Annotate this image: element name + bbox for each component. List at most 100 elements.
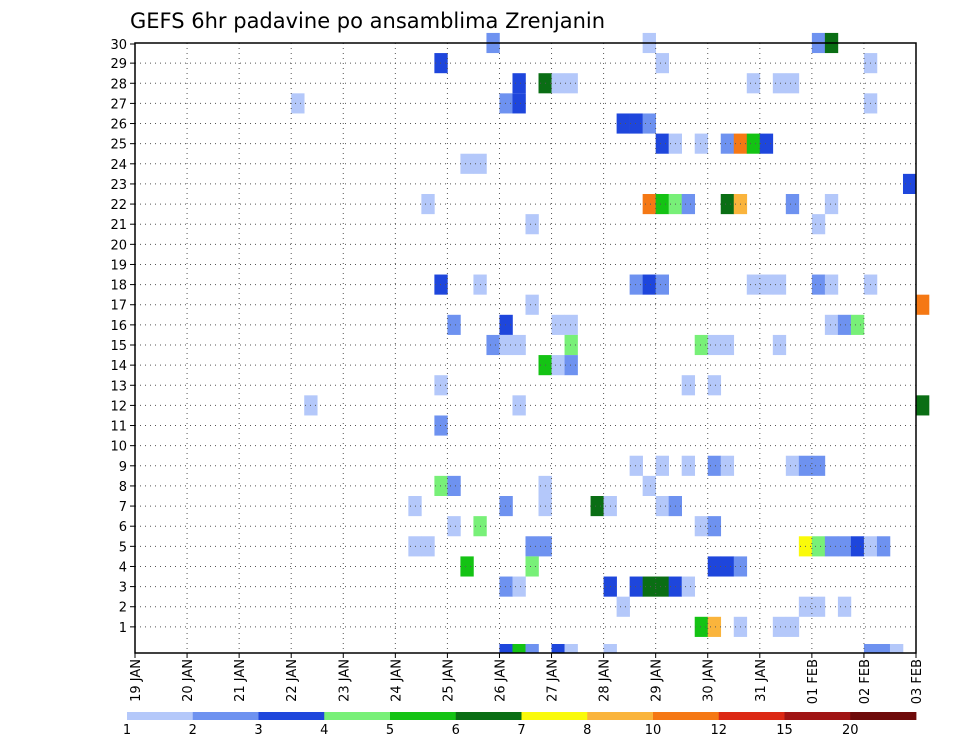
heatmap-cell [642,274,656,295]
heatmap-cell [434,415,448,436]
heatmap-cell [837,596,852,617]
heatmap-cell [720,455,735,476]
heatmap-cell [512,395,526,416]
x-tick-label: 31 JAN [754,659,769,702]
legend-swatch [587,712,654,720]
heatmap-cell [655,576,669,597]
heatmap-cell [291,93,305,114]
heatmap-cell [447,475,461,496]
heatmap-cell [512,93,526,114]
legend-label: 1 [123,723,131,738]
legend-label: 6 [452,723,460,738]
heatmap-cell [837,536,852,557]
legend-swatch [324,712,391,720]
heatmap-cell [460,153,474,174]
heatmap-cell [811,596,826,617]
heatmap-cell [694,334,709,356]
heatmap-cell [785,73,800,94]
heatmap-cell [772,334,787,356]
heatmap-cell [655,496,669,517]
heatmap-cell [525,556,539,577]
heatmap-cell [434,53,448,74]
heatmap-cell [876,536,891,557]
x-tick-label: 26 JAN [493,659,508,702]
heatmap-cell [642,475,656,496]
legend-label: 7 [517,723,525,738]
y-tick-label: 25 [110,138,127,153]
heatmap-cell [512,73,526,94]
heatmap-cell [772,274,787,295]
y-tick-label: 17 [110,299,127,314]
heatmap-cell [785,194,800,215]
heatmap-cell [824,536,839,557]
heatmap-cell [746,133,761,154]
heatmap-cell [629,274,643,295]
y-tick-label: 23 [110,178,127,193]
heatmap-cell [785,616,800,637]
heatmap-cell [811,214,826,235]
heatmap-cell [590,496,604,517]
heatmap-cell [772,73,787,94]
heatmap-cell [655,133,669,154]
heatmap-cell [694,516,709,537]
heatmap-cell [681,375,696,396]
heatmap-cell [642,194,656,215]
y-tick-label: 22 [110,198,127,213]
heatmap-cell [499,93,513,114]
heatmap-cell [655,53,669,74]
x-tick-label: 22 JAN [285,659,300,702]
x-tick-label: 24 JAN [389,659,404,702]
x-tick-label: 03 FEB [910,659,925,704]
heatmap-cell [564,644,578,653]
heatmap-cell [551,355,565,376]
legend-label: 20 [842,723,859,738]
heatmap-cell [811,455,826,476]
legend-label: 5 [386,723,394,738]
heatmap-cell [434,274,448,295]
legend-swatch [127,712,194,720]
heatmap-cell [616,113,630,134]
heatmap-cell [694,133,709,154]
heatmap-cell [655,455,669,476]
x-tick-label: 23 JAN [337,659,352,702]
y-tick-label: 5 [119,540,127,555]
y-tick-label: 27 [110,97,127,112]
heatmap-cell [525,536,539,557]
legend-label: 10 [645,723,662,738]
heatmap-cell [551,73,565,94]
x-tick-label: 02 FEB [858,659,873,704]
heatmap-cell [694,616,709,637]
heatmap-cell [811,274,826,295]
legend-swatch [390,712,457,720]
heatmap-cell [616,596,630,617]
heatmap-cell [603,644,617,653]
heatmap-cell [434,375,448,396]
heatmap-cell [720,334,735,356]
heatmap-cell [707,455,722,476]
color-legend: 1 2 3 4 5 6 7 8 10 12 15 20 [123,712,917,738]
y-tick-label: 20 [110,238,127,253]
heatmap-cell [512,576,526,597]
y-tick-label: 10 [110,440,127,455]
heatmap-cell [746,73,761,94]
plot-grid [135,43,916,653]
heatmap-cell [837,314,852,335]
x-tick-label: 27 JAN [546,659,561,702]
y-tick-label: 8 [119,480,127,495]
heatmap-cell [512,334,526,356]
heatmap-cell [759,274,774,295]
chart-title: GEFS 6hr padavine po ansamblima Zrenjani… [130,9,605,33]
y-tick-label: 12 [110,399,127,414]
heatmap-cell [655,274,669,295]
heatmap-cell [629,576,643,597]
x-tick-label: 30 JAN [702,659,717,702]
y-tick-label: 2 [119,601,127,616]
x-tick-label: 20 JAN [181,659,196,702]
heatmap-cells [291,32,930,653]
y-tick-label: 30 [110,38,127,53]
heatmap-cell [707,375,722,396]
plot-frame [134,42,917,654]
y-tick-label: 1 [119,621,127,636]
y-tick-label: 14 [110,359,127,374]
legend-swatch [521,712,588,720]
